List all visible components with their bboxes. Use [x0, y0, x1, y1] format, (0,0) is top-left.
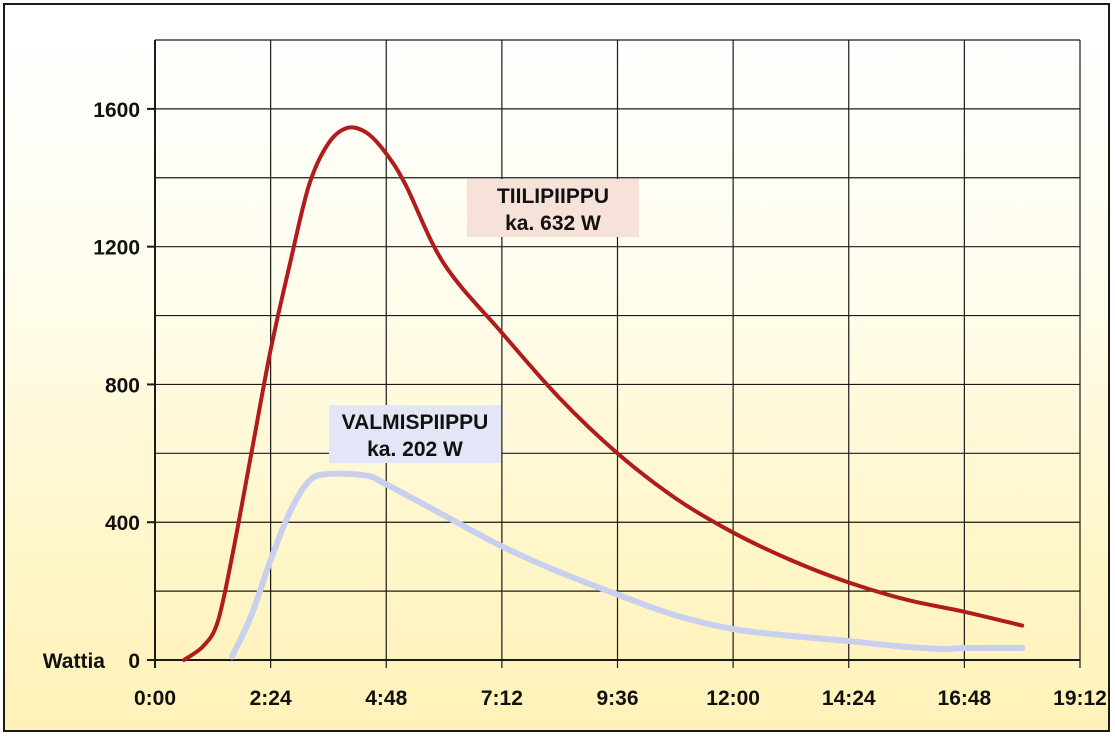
- y-axis-label: Wattia: [43, 650, 106, 673]
- y-tick-label: 0: [128, 650, 140, 673]
- grid: [155, 39, 1081, 668]
- axes: [147, 40, 1080, 668]
- series-name-label: TIILIPIIPPU: [497, 185, 609, 208]
- annotation-box: [329, 405, 501, 463]
- x-tick-label: 19:12: [1053, 687, 1107, 710]
- y-tick-label: 1600: [93, 99, 140, 122]
- y-tick-label: 800: [105, 374, 140, 397]
- series-annotations: TIILIPIIPPU ka. 632 W VALMISPIIPPU ka. 202 …: [329, 179, 639, 463]
- x-tick-label: 4:48: [365, 687, 407, 710]
- x-tick-label: 2:24: [250, 687, 292, 710]
- series-line-valmispiippu: [229, 470, 1026, 660]
- series-average-label: ka. 632 W: [505, 212, 601, 235]
- series-line-tiilipiippu: [181, 125, 1025, 662]
- chart-frame: [3, 3, 1110, 732]
- x-tick-label: 12:00: [706, 687, 760, 710]
- series-name-label: VALMISPIIPPU: [342, 411, 489, 434]
- x-tick-label: 16:48: [938, 687, 992, 710]
- y-tick-label: 1200: [93, 237, 140, 260]
- x-tick-label: 14:24: [822, 687, 876, 710]
- y-tick-label: 400: [105, 512, 140, 535]
- tick-labels: 0:00 2:24 4:48 7:12 9:36 12:00 14:24 16:48 19:12…: [43, 99, 1107, 710]
- x-tick-label: 9:36: [596, 687, 638, 710]
- annotation-tiilipiippu: TIILIPIIPPU ka. 632 W: [467, 179, 639, 237]
- annotation-valmispiippu: VALMISPIIPPU ka. 202 W: [329, 405, 501, 463]
- x-tick-label: 7:12: [481, 687, 523, 710]
- series-average-label: ka. 202 W: [367, 438, 463, 461]
- x-tick-label: 0:00: [134, 687, 176, 710]
- annotation-box: [467, 179, 639, 237]
- series-lines: [181, 125, 1026, 662]
